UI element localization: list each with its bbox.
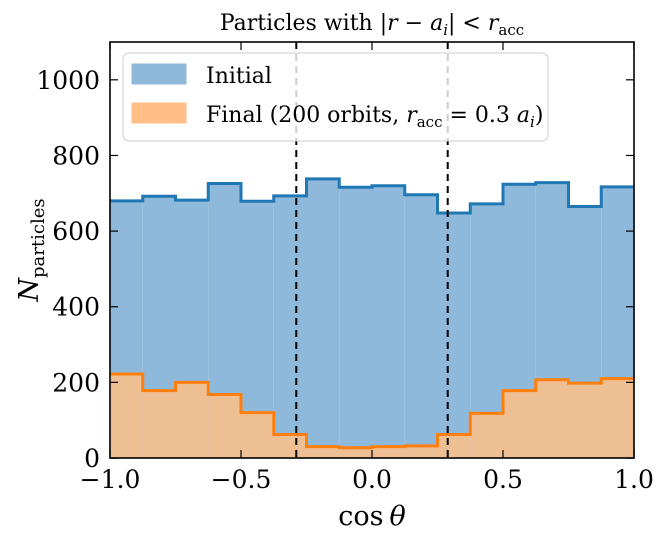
bar-final-2 [175, 382, 209, 458]
legend: Initial Final (200 orbits, racc = 0.3 ai… [122, 52, 549, 142]
title-minus: − [398, 11, 430, 36]
y-tick-label-3: 600 [52, 217, 100, 246]
x-tick-label-1: −0.5 [211, 465, 272, 494]
legend-frame [122, 52, 549, 142]
bar-final-15 [601, 378, 634, 458]
bar-final-4 [241, 412, 274, 458]
y-tick-label-0: 0 [84, 444, 100, 473]
y-tick-label-4: 800 [52, 141, 100, 170]
series-final-bars [110, 374, 634, 458]
bar-final-8 [372, 446, 405, 458]
bar-final-6 [306, 446, 340, 458]
legend-final-suffix: ) [535, 103, 544, 128]
plot-area [110, 177, 634, 459]
x-tick-label-4: 1.0 [614, 465, 654, 494]
bar-final-5 [273, 434, 307, 458]
x-axis-label: cos θ [338, 501, 406, 532]
legend-final-a: a [517, 103, 530, 128]
bar-final-12 [503, 390, 536, 458]
bar-initial-9 [404, 194, 438, 458]
bar-final-13 [535, 379, 569, 458]
y-axis-label-main: N [14, 277, 45, 303]
series-initial-outline [110, 177, 634, 215]
x-tick-label-0: −1.0 [80, 465, 141, 494]
bar-final-1 [142, 390, 176, 458]
bar-final-3 [208, 394, 241, 458]
title-a-sub: i [443, 21, 448, 39]
legend-final-prefix: Final (200 orbits, [206, 103, 406, 128]
bar-final-7 [339, 447, 372, 458]
legend-final-eq: = 0.3 [442, 103, 516, 128]
y-tick-label-2: 400 [52, 293, 100, 322]
series-final-outline [110, 372, 634, 450]
x-axis-label-var: θ [389, 501, 405, 532]
axes: −1.0 −0.5 0.0 0.5 1.0 0 200 400 600 800 1000 [36, 41, 654, 494]
bar-final-10 [437, 434, 471, 458]
bar-final-11 [470, 413, 503, 458]
x-tick-label-2: 0.0 [352, 465, 392, 494]
title-r2: r [488, 11, 500, 36]
legend-label-final: Final (200 orbits, racc = 0.3 ai) [206, 103, 543, 131]
bar-initial-7 [339, 187, 372, 459]
title-r2-sub: acc [498, 21, 524, 39]
bar-initial-5 [273, 195, 307, 459]
bar-initial-6 [306, 178, 340, 458]
x-axis-label-main: cos [338, 501, 383, 532]
title-r: r [387, 11, 399, 36]
y-axis-label-sub: particles [28, 198, 49, 278]
legend-final-r: r [406, 103, 418, 128]
legend-final-r-sub: acc [417, 113, 443, 131]
y-tick-label-5: 1000 [36, 66, 100, 95]
vertical-reference-lines [295, 42, 449, 458]
bar-final-0 [110, 374, 143, 458]
bar-initial-10 [437, 212, 471, 458]
legend-final-a-sub: i [530, 113, 535, 131]
title-mid: | < [448, 11, 488, 36]
x-tick-label-3: 0.5 [483, 465, 523, 494]
legend-swatch-final [131, 102, 187, 124]
title-prefix: Particles with | [220, 11, 387, 36]
y-tick-label-1: 200 [52, 368, 100, 397]
title-a: a [430, 11, 443, 36]
legend-label-initial: Initial [206, 64, 272, 89]
legend-swatch-initial [131, 63, 187, 85]
bar-final-14 [568, 383, 602, 458]
bar-final-9 [404, 445, 438, 458]
y-axis-label: Nparticles [14, 198, 49, 302]
bar-initial-8 [372, 185, 405, 458]
chart-title: Particles with |r − ai| < racc [220, 11, 524, 39]
